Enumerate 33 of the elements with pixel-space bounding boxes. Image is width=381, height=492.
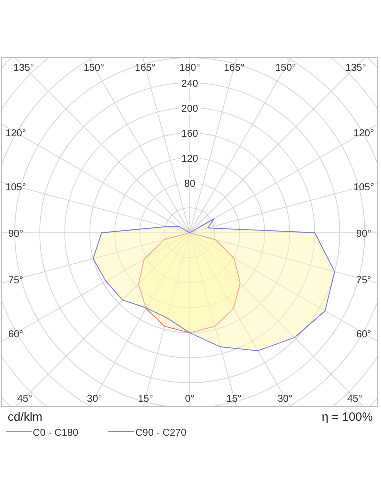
spoke-label: 180° xyxy=(180,63,200,74)
y-tick-label: 200 xyxy=(182,104,199,115)
spoke-label: 45° xyxy=(17,394,33,405)
spoke-label: 75° xyxy=(356,276,372,287)
spoke-label: 120° xyxy=(6,128,26,140)
spoke-label: 30° xyxy=(278,394,293,405)
spoke-label: 165° xyxy=(224,63,245,74)
legend-label: C90 - C270 xyxy=(136,428,188,439)
spoke-label: 105° xyxy=(354,182,374,194)
spoke-label: 90° xyxy=(356,229,372,240)
spoke-label: 135° xyxy=(14,63,34,74)
spoke-label: 0° xyxy=(185,394,195,405)
y-tick-label: 240 xyxy=(182,79,199,90)
spoke-label: 105° xyxy=(6,182,26,194)
spoke-label: 150° xyxy=(275,63,296,74)
spoke-label: 120° xyxy=(354,128,374,140)
spoke-label: 45° xyxy=(347,394,363,405)
spoke-label: 15° xyxy=(226,394,242,405)
spoke-label: 15° xyxy=(138,394,154,405)
spoke-label: 30° xyxy=(87,394,102,405)
y-tick-label: 120 xyxy=(182,154,199,165)
spoke-label: 150° xyxy=(84,63,105,74)
y-tick-label: 80 xyxy=(184,179,196,190)
spoke-label: 60° xyxy=(356,329,372,340)
spoke-label: 165° xyxy=(135,63,156,74)
spoke-label: 60° xyxy=(8,329,24,340)
text: η = 100% xyxy=(322,410,374,424)
spoke-label: 135° xyxy=(346,63,366,74)
y-tick-label: 160 xyxy=(182,129,199,140)
text: cd/klm xyxy=(8,410,43,424)
spoke-label: 75° xyxy=(8,276,24,287)
spoke-label: 90° xyxy=(8,229,24,240)
legend-label: C0 - C180 xyxy=(33,428,80,439)
